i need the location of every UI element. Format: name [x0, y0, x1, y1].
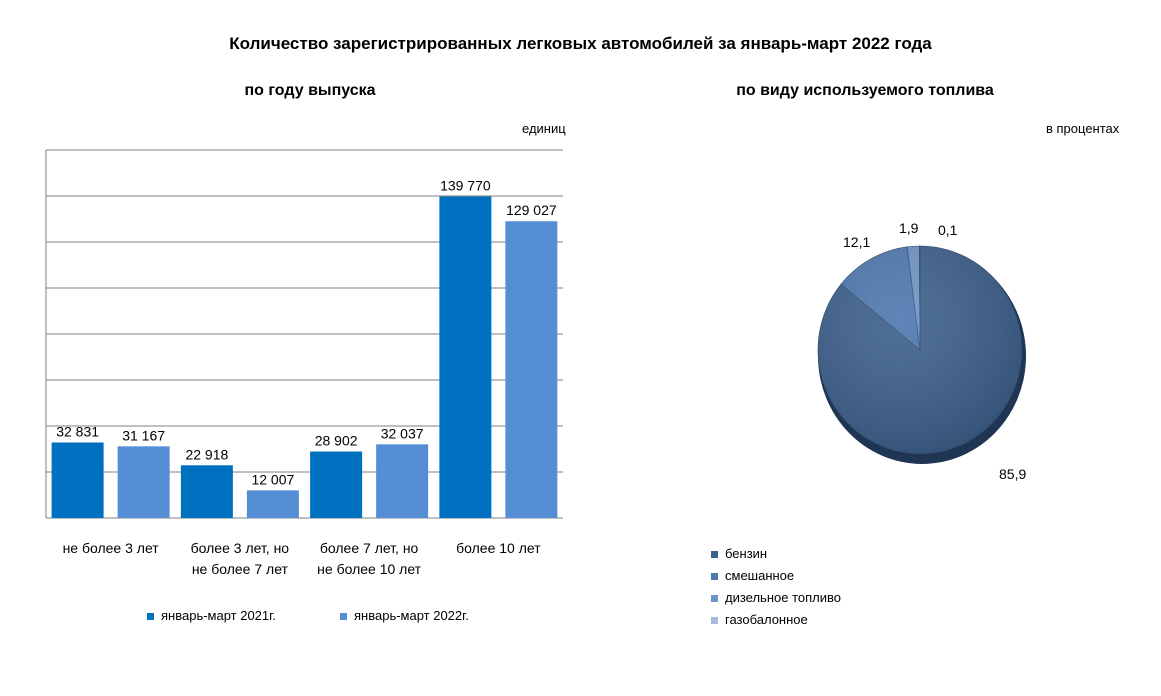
x-category-label-line: более 3 лет, но [190, 540, 290, 556]
bar-value-label: 22 918 [185, 446, 228, 462]
bar-value-label: 139 770 [440, 178, 491, 194]
x-category-label: более 10 лет [424, 538, 573, 559]
pie-legend-swatch [711, 573, 718, 581]
bar-chart-title: по году выпуска [244, 82, 376, 99]
x-category-label: более 7 лет, но не более 10 лет [295, 538, 444, 580]
pie-legend-label: газобалонное [725, 612, 808, 627]
chart-main-title: Количество зарегистрированных легковых а… [229, 34, 932, 53]
bar-2021-3 [439, 196, 492, 519]
bar-legend-item-2021: январь-март 2021г. [147, 608, 276, 623]
pie-chart: 85,9 12,1 1,9 0,1 [817, 220, 1026, 482]
bar-value-label: 32 831 [56, 423, 99, 439]
pie-legend-item-mixed: смешанное [711, 568, 794, 583]
legend-label-2021: январь-март 2021г. [161, 608, 276, 623]
pie-chart-title: по виду используемого топлива [736, 82, 994, 99]
pie-legend-item-benzin: бензин [711, 546, 767, 561]
bar-value-label: 32 037 [381, 425, 424, 441]
pie-legend-item-diesel: дизельное топливо [711, 590, 841, 605]
bar-2021-2 [310, 451, 363, 518]
bar-value-label: 129 027 [506, 202, 557, 218]
pie-legend-label: бензин [725, 546, 768, 561]
bar-2022-2 [376, 444, 429, 518]
x-category-label-line: более 7 лет, но [319, 540, 419, 556]
x-category-label-line: не более 10 лет [317, 561, 422, 577]
pie-legend-label: дизельное топливо [725, 590, 841, 605]
bar-value-label: 12 007 [251, 471, 294, 487]
bar-value-label: 28 902 [315, 433, 358, 449]
bar-2021-0 [51, 442, 104, 518]
x-category-label-line: более 10 лет [456, 540, 541, 556]
bar-unit-label: единиц [522, 121, 566, 136]
pie-shading [818, 246, 1022, 454]
x-category-label-line: не более 3 лет [62, 540, 159, 556]
pie-legend-swatch [711, 595, 718, 603]
pie-legend-swatch [711, 551, 718, 559]
bar-2021-1 [180, 465, 233, 518]
pie-unit-label: в процентах [1046, 121, 1120, 136]
pie-legend-item-gas: газобалонное [711, 612, 808, 627]
pie-legend-swatch [711, 617, 718, 625]
bar-legend-item-2022: январь-март 2022г. [340, 608, 469, 623]
bar-2022-1 [246, 490, 299, 518]
pie-value-label-gas: 0,1 [938, 222, 958, 238]
pie-value-label-mixed: 12,1 [843, 234, 870, 250]
legend-swatch-2021 [147, 613, 154, 621]
x-category-label: более 3 лет, но не более 7 лет [165, 538, 314, 580]
legend-label-2022: январь-март 2022г. [354, 608, 469, 623]
legend-swatch-2022 [340, 613, 347, 621]
bar-2022-3 [505, 221, 558, 518]
bar-value-label: 31 167 [122, 427, 165, 443]
bar-2022-0 [117, 446, 170, 518]
bar-chart: 32 831 31 167 22 918 12 007 28 902 32 037 139 … [45, 149, 563, 519]
x-category-label: не более 3 лет [36, 538, 185, 559]
pie-value-label-benzin: 85,9 [999, 466, 1026, 482]
pie-value-label-diesel: 1,9 [899, 220, 919, 236]
x-category-label-line: не более 7 лет [191, 561, 288, 577]
pie-legend-label: смешанное [725, 568, 795, 583]
